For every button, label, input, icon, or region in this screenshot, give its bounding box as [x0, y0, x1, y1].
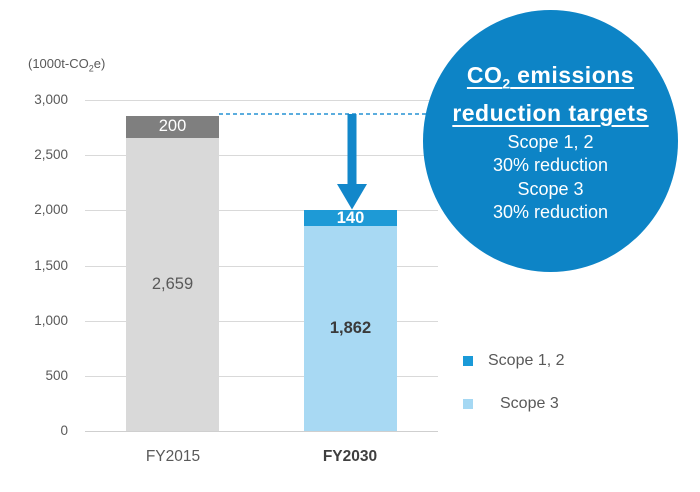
y-axis-unit-label: (1000t-CO2e)	[28, 56, 106, 74]
y-tick-label: 2,000	[34, 202, 68, 218]
reduction-arrow-graphic	[219, 113, 427, 210]
segment-scope-1-2-fy2015: 200	[126, 115, 219, 138]
legend-label-scope12: Scope 1, 2	[488, 352, 565, 369]
y-tick-label: 2,500	[34, 147, 68, 163]
annotation-text: CO2 emissions reduction targets Scope 1,…	[423, 61, 678, 225]
segment-scope-1-2-fy2030: 140	[304, 208, 397, 227]
gridline	[85, 265, 438, 267]
gridline	[85, 100, 438, 101]
y-tick-label: 1,500	[34, 257, 68, 273]
annotation-circle: CO2 emissions reduction targets Scope 1,…	[423, 10, 678, 272]
gridline	[85, 320, 438, 322]
annotation-line: Scope 3	[517, 178, 584, 199]
y-tick-label: 1,000	[34, 312, 68, 328]
y-tick-label: 0	[60, 423, 68, 438]
legend-item-scope12: Scope 1, 2	[463, 352, 565, 369]
legend-label-scope3: Scope 3	[500, 395, 559, 412]
value-label: 200	[158, 117, 187, 136]
value-label: 1,862	[329, 319, 372, 338]
y-tick-label: 500	[45, 367, 68, 383]
legend-swatch-scope12	[463, 356, 473, 366]
segment-scope-3-fy2030: 1,862	[304, 225, 397, 431]
bar-fy2030: 1,862 140	[304, 210, 397, 431]
x-axis-line	[85, 431, 438, 432]
y-tick-label: 3,000	[34, 92, 68, 107]
value-label: 2,659	[151, 275, 194, 294]
x-axis-label-fy2030: FY2030	[322, 448, 378, 465]
legend-swatch-scope3	[463, 399, 473, 409]
annotation-line: Scope 1, 2	[507, 131, 594, 152]
gridline	[85, 375, 438, 377]
x-axis-label-fy2015: FY2015	[145, 448, 201, 465]
down-arrow-icon	[337, 114, 367, 210]
annotation-title: CO2 emissions reduction targets	[452, 62, 649, 126]
annotation-line: 30% reduction	[492, 202, 609, 223]
plot-area: 2,659 200 1,862 140	[85, 100, 438, 432]
annotation-line: 30% reduction	[492, 155, 609, 176]
gridline	[85, 210, 438, 212]
gridline	[85, 155, 438, 157]
segment-scope-3-fy2015: 2,659	[126, 137, 219, 431]
legend-item-scope3: Scope 3	[463, 395, 559, 412]
bar-fy2015: 2,659 200	[126, 115, 219, 431]
value-label: 140	[336, 208, 365, 227]
annotation-body: Scope 1, 2 30% reduction Scope 3 30% red…	[423, 131, 678, 225]
